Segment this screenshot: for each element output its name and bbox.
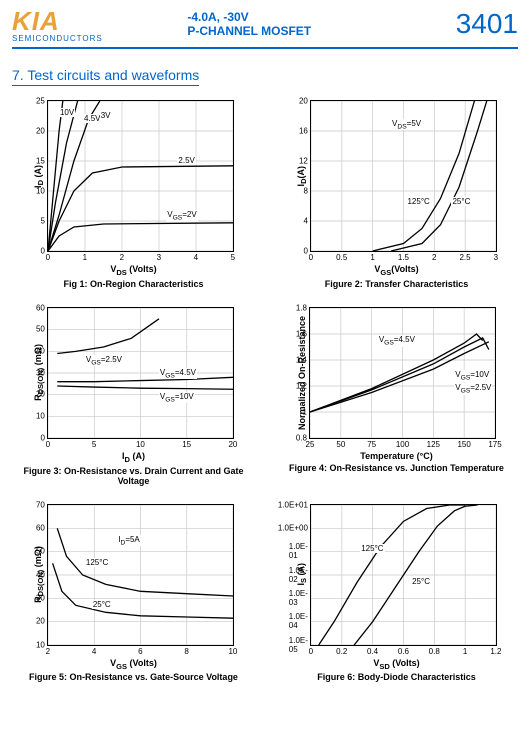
x-axis-label: VSD (Volts): [373, 658, 419, 671]
curve-label: 25°C: [411, 577, 431, 586]
chart-caption: Figure 5: On-Resistance vs. Gate-Source …: [29, 672, 238, 682]
curve-label: 3V: [100, 111, 112, 120]
chart-grid: ID (A) 012345051015202510V4.5V3V2.5VVGS=…: [12, 100, 518, 682]
chart-caption: Figure 4: On-Resistance vs. Junction Tem…: [289, 463, 504, 473]
brand-logo: KIA: [12, 8, 103, 34]
x-axis-label: ID (A): [122, 451, 145, 464]
curve-label: 10V: [59, 108, 75, 117]
page-header: KIA SEMICONDUCTORS -4.0A, -30V P-CHANNEL…: [12, 8, 518, 49]
part-number: 3401: [456, 8, 518, 40]
curve-label: 125°C: [406, 197, 430, 206]
x-axis-label: VGS(Volts): [374, 264, 418, 277]
curve-label: ID=5A: [117, 535, 141, 547]
curve-label: VGS=4.5V: [159, 368, 197, 380]
curve-label: VGS=10V: [159, 392, 195, 404]
chart-caption: Figure 6: Body-Diode Characteristics: [317, 672, 476, 682]
curve-label: 25°C: [92, 600, 112, 609]
curve-label: VGS=2.5V: [454, 383, 492, 395]
curve-label: 2.5V: [177, 156, 195, 165]
curve-label: 125°C: [360, 544, 384, 553]
curve-label: VGS=2V: [166, 210, 197, 222]
plot-area: 012345051015202510V4.5V3V2.5VVGS=2V: [47, 100, 234, 252]
plot-area: 00.511.522.53048121620VDS=5V125°C25°C: [310, 100, 497, 252]
chart: ID(A) 00.511.522.53048121620VDS=5V125°C2…: [275, 100, 518, 289]
brand-subtitle: SEMICONDUCTORS: [12, 34, 103, 43]
plot-area: 051015200102030405060VGS=2.5VVGS=4.5VVGS…: [47, 307, 234, 439]
section-title: 7. Test circuits and waveforms: [12, 67, 199, 86]
curve-label: 125°C: [85, 558, 109, 567]
chart: Normalized On-Resistance 255075100125150…: [275, 307, 518, 486]
y-axis-label: ID (A): [33, 165, 45, 188]
chart-caption: Figure 3: On-Resistance vs. Drain Curren…: [12, 466, 255, 486]
x-axis-label: VDS (Volts): [110, 264, 156, 277]
chart: RDS(ON) (mΩ) 051015200102030405060VGS=2.…: [12, 307, 255, 486]
plot-area: 00.20.40.60.811.21.0E-051.0E-041.0E-031.…: [310, 504, 497, 646]
curve-label: VDS=5V: [391, 119, 422, 131]
chart-caption: Fig 1: On-Region Characteristics: [63, 279, 203, 289]
spec-title: -4.0A, -30V P-CHANNEL MOSFET: [187, 10, 311, 38]
x-axis-label: VGS (Volts): [110, 658, 157, 671]
plot-area: 24681010203040506070ID=5A125°C25°C: [47, 504, 234, 646]
y-axis-label: ID(A): [296, 166, 308, 186]
x-axis-label: Temperature (°C): [360, 451, 432, 461]
curve-label: VGS=4.5V: [378, 335, 416, 347]
curve-label: 25°C: [451, 197, 471, 206]
chart: ID (A) 012345051015202510V4.5V3V2.5VVGS=…: [12, 100, 255, 289]
chart: RDS(ON) (mΩ) 24681010203040506070ID=5A12…: [12, 504, 255, 683]
plot-area: 2550751001251501750.811.21.41.61.8VGS=4.…: [309, 307, 496, 439]
curve-label: VGS=10V: [454, 370, 490, 382]
chart: IS (A) 00.20.40.60.811.21.0E-051.0E-041.…: [275, 504, 518, 683]
chart-caption: Figure 2: Transfer Characteristics: [325, 279, 469, 289]
curve-label: VGS=2.5V: [85, 355, 123, 367]
